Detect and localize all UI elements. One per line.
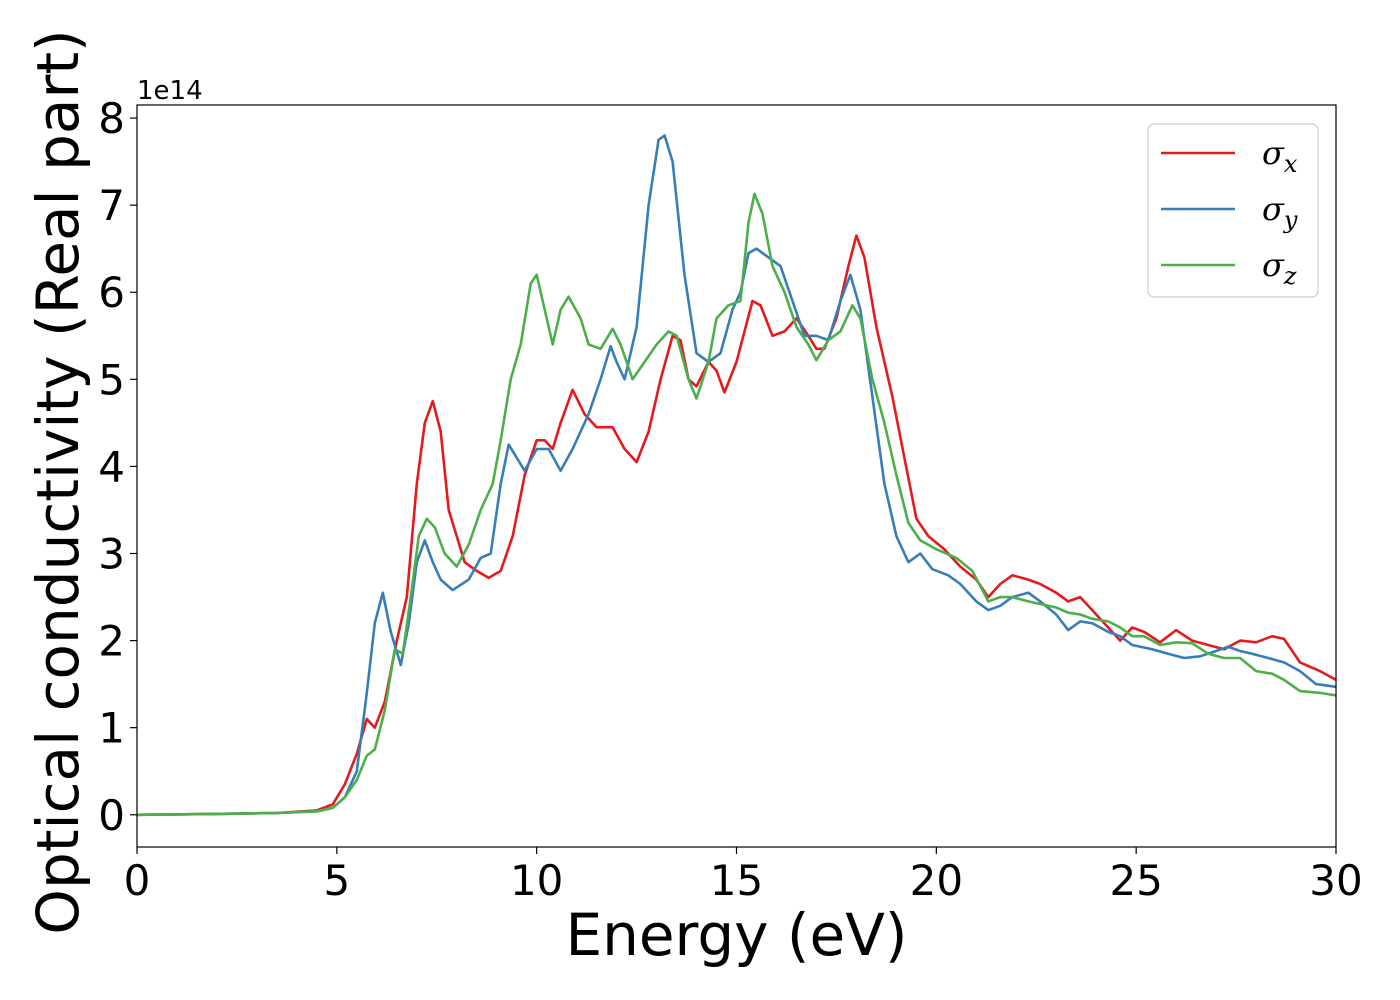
- x-tick-label: 20: [910, 856, 963, 905]
- y-tick-label: 3: [98, 530, 125, 579]
- x-tick-label: 30: [1309, 856, 1362, 905]
- x-tick-label: 5: [323, 856, 350, 905]
- legend: σx σy σz: [1147, 123, 1319, 298]
- x-tick-label: 0: [124, 856, 151, 905]
- legend-label-x: σx: [1262, 134, 1298, 178]
- series-lines: [137, 134, 1336, 817]
- y-tick-label: 6: [98, 268, 125, 317]
- y-tick-label: 7: [98, 181, 125, 230]
- x-tick-label: 25: [1109, 856, 1162, 905]
- x-tick-label: 15: [710, 856, 763, 905]
- legend-label-y: σy: [1262, 190, 1298, 234]
- legend-label-z: σz: [1262, 246, 1297, 290]
- y-tick-label: 5: [98, 355, 125, 404]
- y-axis: 0 1 2 3 4 5 6 7 8: [98, 94, 137, 840]
- series-line-z: [137, 192, 1336, 817]
- series-line-x: [137, 234, 1336, 817]
- x-axis: 0 5 10 15 20 25 30: [124, 847, 1363, 905]
- y-tick-label: 0: [98, 791, 125, 840]
- y-tick-label: 8: [98, 94, 125, 143]
- y-tick-label: 2: [98, 617, 125, 666]
- x-axis-title: Energy (eV): [565, 901, 907, 969]
- y-tick-label: 1: [98, 704, 125, 753]
- y-offset-label: 1e14: [137, 76, 203, 106]
- legend-box: [1147, 123, 1319, 298]
- x-tick-label: 10: [510, 856, 563, 905]
- y-axis-title: Optical conductivity (Real part): [24, 29, 92, 934]
- y-tick-label: 4: [98, 442, 125, 491]
